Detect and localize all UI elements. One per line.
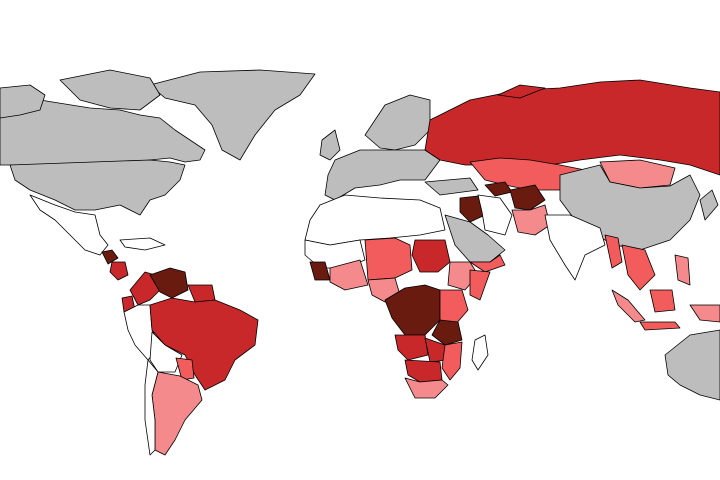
east-africa: [439, 289, 469, 326]
countries: [0, 69, 720, 456]
philippines: [674, 254, 691, 286]
yemen: [469, 254, 506, 273]
sahel-west: [329, 259, 369, 291]
south-africa: [404, 377, 449, 399]
afghanistan: [509, 184, 546, 211]
tanzania: [431, 319, 463, 346]
madagascar: [471, 334, 489, 371]
scandinavia: [364, 94, 431, 151]
borneo: [649, 289, 676, 313]
myanmar: [604, 234, 623, 269]
japan: [699, 189, 719, 221]
nicaragua: [109, 261, 129, 281]
indochina: [621, 244, 656, 291]
papua: [689, 304, 720, 323]
chile: [144, 359, 159, 456]
greenland: [149, 69, 316, 161]
mexico: [29, 194, 109, 256]
north-africa: [304, 194, 446, 246]
brazil: [149, 297, 259, 391]
australia: [664, 329, 720, 401]
bolivia: [149, 331, 183, 373]
guianas: [187, 284, 216, 303]
java: [639, 321, 681, 331]
arctic-islands: [59, 69, 161, 111]
russia: [424, 79, 720, 176]
russia-arctic: [497, 84, 546, 99]
paraguay: [175, 357, 195, 381]
sudan: [411, 239, 451, 273]
argentina: [151, 371, 203, 456]
caribbean: [119, 237, 166, 251]
guatemala: [101, 249, 119, 265]
usa: [9, 159, 186, 216]
arabia: [444, 214, 506, 263]
namibia-botswana: [404, 359, 443, 383]
turkey: [424, 177, 479, 196]
iraq: [459, 195, 486, 223]
europe: [324, 149, 441, 201]
india: [544, 214, 606, 281]
venezuela: [149, 267, 189, 299]
iran: [477, 194, 513, 236]
alaska: [0, 84, 46, 119]
uk: [319, 129, 341, 161]
niger-chad: [364, 237, 413, 281]
somalia: [469, 269, 491, 301]
pakistan: [511, 204, 551, 236]
sumatra: [611, 289, 646, 323]
angola: [394, 334, 429, 361]
mozambique: [441, 341, 463, 381]
